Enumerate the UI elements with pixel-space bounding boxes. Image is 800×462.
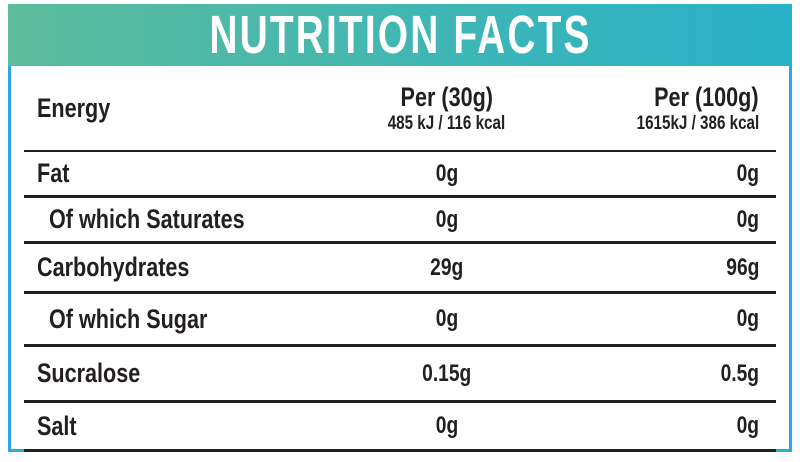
energy-value-per30: 485 kJ / 116 kcal (387, 112, 506, 134)
per100-value-cell: 0g (587, 160, 789, 188)
per30-value-cell: 0g (307, 160, 587, 188)
row-divider (24, 344, 776, 347)
table-row-sugar: Of which Sugar 0g 0g (11, 294, 789, 344)
per30-value-cell: 0.15g (307, 360, 587, 388)
row-label-cell: Salt (11, 411, 307, 442)
energy-value-per100: 1615kJ / 386 kcal (636, 112, 759, 134)
table-row-energy: Energy Per (30g) 485 kJ / 116 kcal Per (… (11, 66, 789, 150)
value-per30: 0g (435, 205, 458, 233)
per30-value-cell: 0g (307, 412, 587, 440)
per100-value-cell: 0g (587, 412, 789, 440)
value-per100: 96g (725, 253, 759, 281)
row-divider (24, 195, 776, 198)
per100-value-cell: 0g (587, 305, 789, 333)
value-per100: 0g (736, 305, 759, 332)
column-header-per30: Per (30g) (400, 81, 493, 112)
value-per30: 0g (435, 159, 458, 187)
table-row-salt: Salt 0g 0g (11, 403, 789, 449)
table-row-carbohydrates: Carbohydrates 29g 96g (11, 244, 789, 291)
value-per100: 0.5g (720, 359, 759, 387)
per100-value-cell: 0.5g (587, 360, 789, 388)
per100-value-cell: 96g (587, 254, 789, 282)
value-per30: 0g (435, 305, 458, 332)
value-per30: 0g (435, 412, 458, 439)
value-per30: 29g (430, 253, 464, 281)
row-label: Carbohydrates (37, 252, 190, 282)
row-divider (24, 241, 776, 244)
per30-header-cell: Per (30g) 485 kJ / 116 kcal (307, 82, 587, 135)
value-per100: 0g (736, 412, 759, 439)
row-divider (24, 291, 776, 294)
per30-value-cell: 0g (307, 206, 587, 234)
row-label-cell: Carbohydrates (11, 252, 307, 283)
per100-header-cell: Per (100g) 1615kJ / 386 kcal (587, 82, 789, 135)
value-per100: 0g (736, 205, 759, 233)
energy-label-cell: Energy (11, 93, 307, 124)
table-row-fat: Fat 0g 0g (11, 152, 789, 195)
row-label: Fat (37, 158, 70, 188)
value-per30: 0.15g (422, 359, 472, 387)
row-label-cell: Sucralose (11, 358, 307, 389)
per100-value-cell: 0g (587, 206, 789, 234)
per30-value-cell: 0g (307, 305, 587, 333)
row-label-cell: Of which Saturates (11, 204, 307, 235)
row-label: Salt (37, 410, 77, 441)
table-bottom-rule (24, 449, 776, 452)
nutrition-table: Energy Per (30g) 485 kJ / 116 kcal Per (… (8, 66, 792, 452)
row-label: Of which Sugar (49, 303, 208, 334)
header-bar: NUTRITION FACTS (8, 4, 792, 66)
value-per100: 0g (736, 159, 759, 187)
row-label-cell: Fat (11, 158, 307, 189)
row-divider (24, 150, 776, 152)
table-row-saturates: Of which Saturates 0g 0g (11, 198, 789, 241)
table-row-sucralose: Sucralose 0.15g 0.5g (11, 347, 789, 400)
row-label-energy: Energy (37, 92, 111, 123)
row-divider (24, 400, 776, 403)
per30-value-cell: 29g (307, 254, 587, 282)
row-label: Of which Saturates (49, 204, 245, 234)
row-label-cell: Of which Sugar (11, 304, 307, 335)
column-header-per100: Per (100g) (654, 81, 759, 112)
page-title: NUTRITION FACTS (208, 5, 592, 65)
row-label: Sucralose (37, 358, 141, 388)
